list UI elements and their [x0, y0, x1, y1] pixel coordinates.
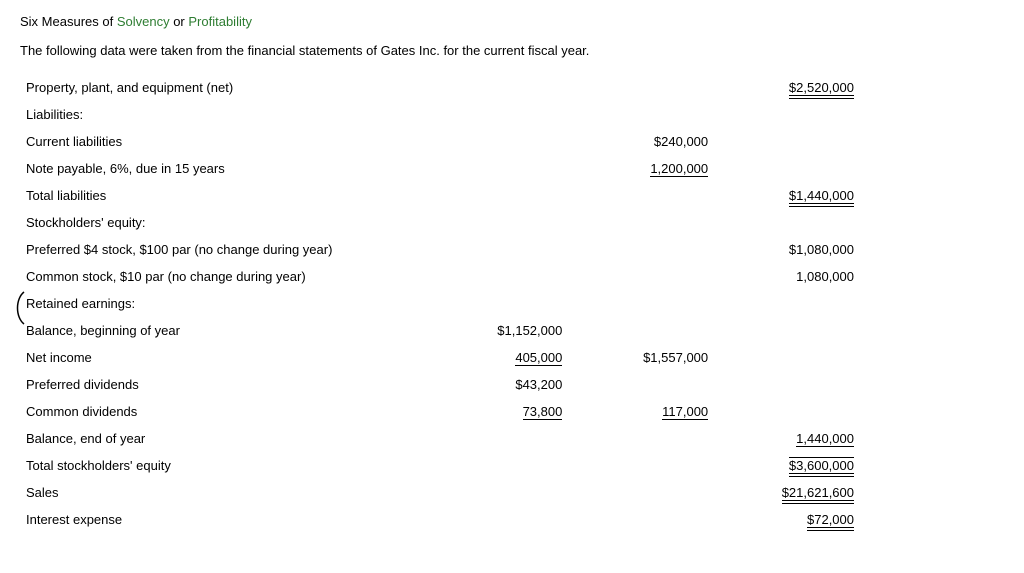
label-net-income: Net income — [20, 344, 423, 371]
page-heading: Six Measures of Solvency or Profitabilit… — [20, 14, 1004, 29]
label-liabilities: Liabilities: — [20, 101, 423, 128]
financial-statements-table: Property, plant, and equipment (net) $2,… — [20, 74, 860, 533]
label-sales: Sales — [20, 479, 423, 506]
label-stockholders-equity: Stockholders' equity: — [20, 209, 423, 236]
value-common-stock: 1,080,000 — [714, 263, 860, 290]
value-balance-beginning: $1,152,000 — [423, 317, 569, 344]
label-interest-expense: Interest expense — [20, 506, 423, 533]
row-preferred-stock: Preferred $4 stock, $100 par (no change … — [20, 236, 860, 263]
value-sales: $21,621,600 — [782, 485, 854, 504]
value-total-liabilities: $1,440,000 — [789, 188, 854, 207]
label-total-liabilities: Total liabilities — [20, 182, 423, 209]
label-ppe: Property, plant, and equipment (net) — [20, 74, 423, 101]
row-ppe: Property, plant, and equipment (net) $2,… — [20, 74, 860, 101]
heading-prefix: Six Measures of — [20, 14, 117, 29]
value-ppe: $2,520,000 — [789, 80, 854, 99]
heading-term-solvency: Solvency — [117, 14, 170, 29]
value-preferred-stock: $1,080,000 — [714, 236, 860, 263]
row-retained-earnings-heading: Retained earnings: — [20, 290, 860, 317]
row-preferred-dividends: Preferred dividends $43,200 — [20, 371, 860, 398]
value-net-income-1: 405,000 — [515, 350, 562, 366]
label-current-liabilities: Current liabilities — [20, 128, 423, 155]
intro-text: The following data were taken from the f… — [20, 43, 1004, 58]
row-sales: Sales $21,621,600 — [20, 479, 860, 506]
value-preferred-dividends: $43,200 — [423, 371, 569, 398]
label-total-se: Total stockholders' equity — [20, 452, 423, 479]
heading-term-profitability: Profitability — [188, 14, 252, 29]
row-stockholders-equity-heading: Stockholders' equity: — [20, 209, 860, 236]
row-balance-beginning: Balance, beginning of year $1,152,000 — [20, 317, 860, 344]
label-retained-earnings: Retained earnings: — [20, 290, 423, 317]
row-common-stock: Common stock, $10 par (no change during … — [20, 263, 860, 290]
paren-icon — [12, 290, 28, 326]
value-balance-end: 1,440,000 — [796, 431, 854, 447]
label-common-dividends: Common dividends — [20, 398, 423, 425]
label-balance-beginning: Balance, beginning of year — [20, 317, 423, 344]
value-net-income-2: $1,557,000 — [568, 344, 714, 371]
value-common-dividends-2: 117,000 — [662, 404, 708, 420]
label-preferred-stock: Preferred $4 stock, $100 par (no change … — [20, 236, 423, 263]
label-common-stock: Common stock, $10 par (no change during … — [20, 263, 423, 290]
row-note-payable: Note payable, 6%, due in 15 years 1,200,… — [20, 155, 860, 182]
row-liabilities-heading: Liabilities: — [20, 101, 860, 128]
row-current-liabilities: Current liabilities $240,000 — [20, 128, 860, 155]
value-total-se: $3,600,000 — [789, 457, 854, 477]
row-common-dividends: Common dividends 73,800 117,000 — [20, 398, 860, 425]
row-balance-end: Balance, end of year 1,440,000 — [20, 425, 860, 452]
label-balance-end: Balance, end of year — [20, 425, 423, 452]
row-total-liabilities: Total liabilities $1,440,000 — [20, 182, 860, 209]
row-net-income: Net income 405,000 $1,557,000 — [20, 344, 860, 371]
label-preferred-dividends: Preferred dividends — [20, 371, 423, 398]
value-current-liabilities: $240,000 — [568, 128, 714, 155]
row-interest-expense: Interest expense $72,000 — [20, 506, 860, 533]
value-common-dividends-1: 73,800 — [523, 404, 563, 420]
heading-mid: or — [170, 14, 189, 29]
label-note-payable: Note payable, 6%, due in 15 years — [20, 155, 423, 182]
value-note-payable: 1,200,000 — [650, 161, 708, 177]
row-total-stockholders-equity: Total stockholders' equity $3,600,000 — [20, 452, 860, 479]
value-interest-expense: $72,000 — [807, 512, 854, 531]
